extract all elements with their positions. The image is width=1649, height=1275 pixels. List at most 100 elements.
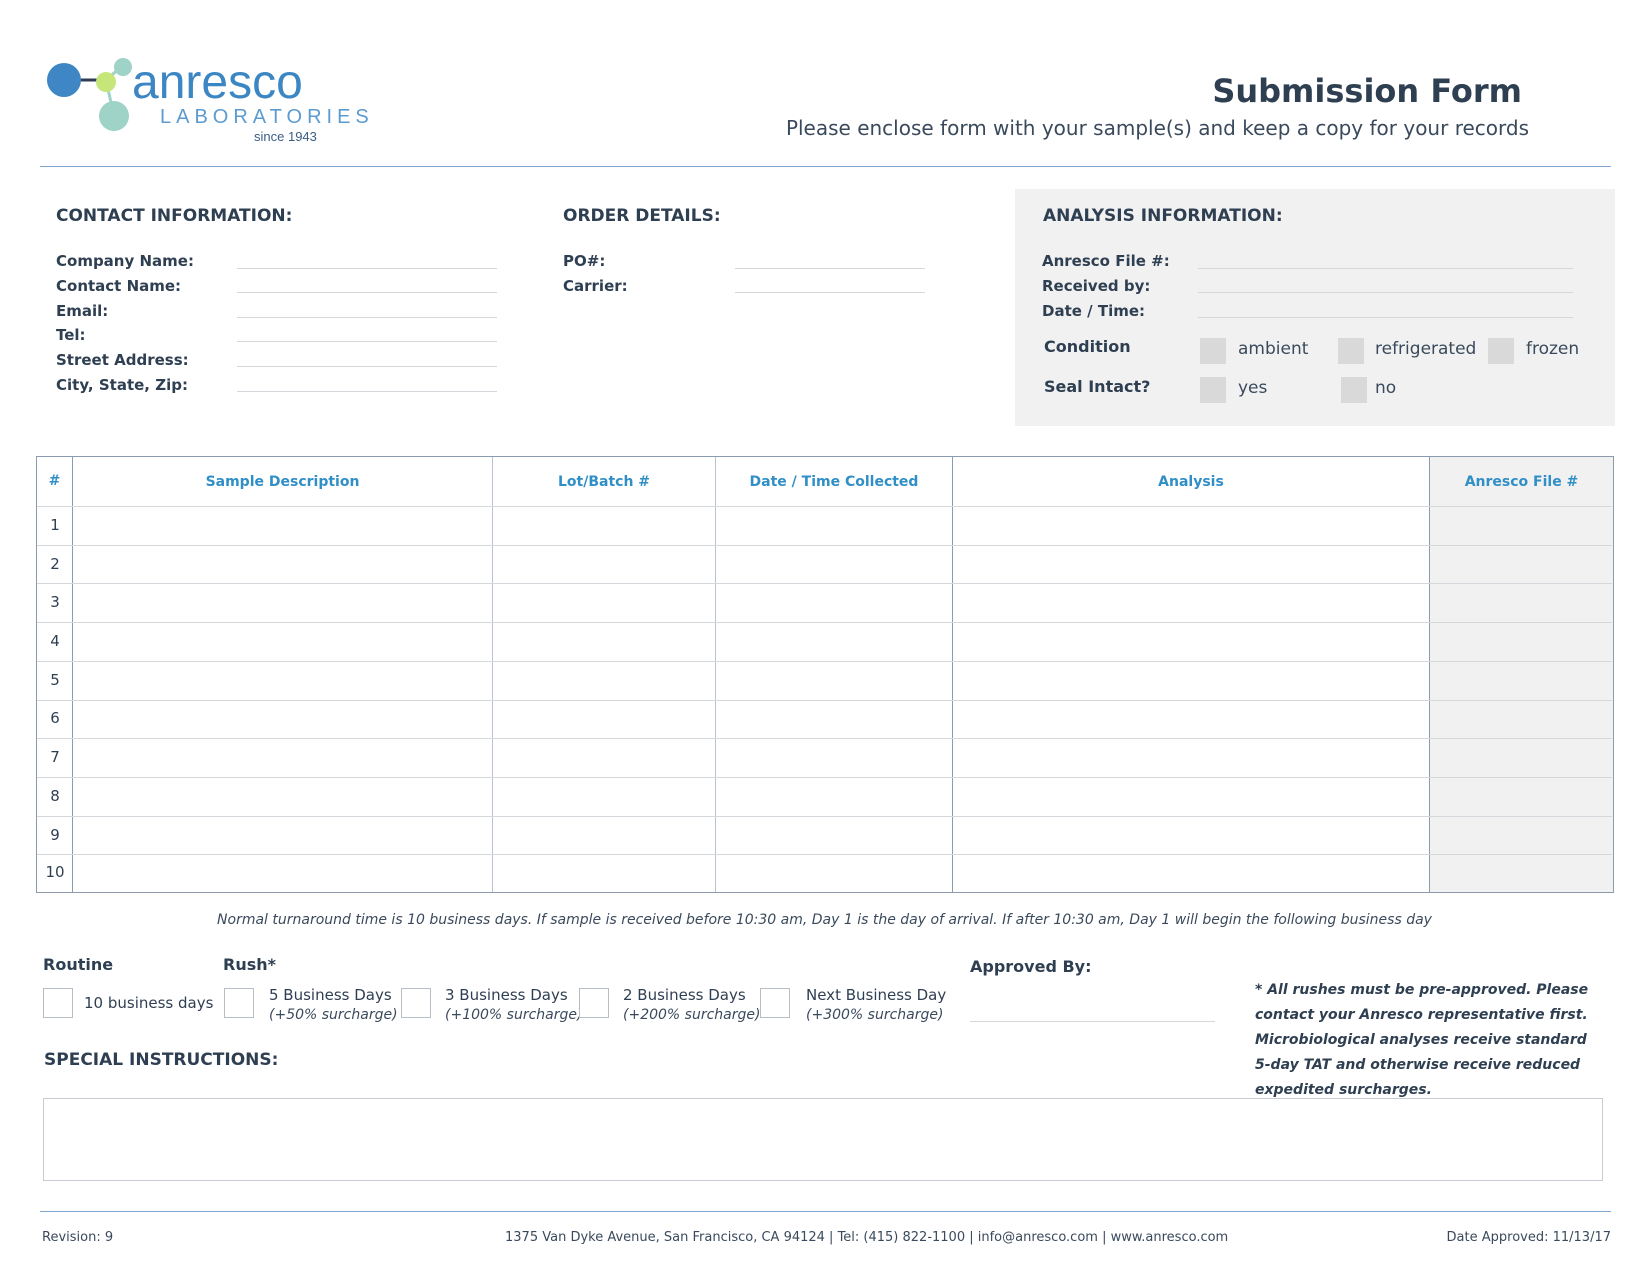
special-instructions-heading: SPECIAL INSTRUCTIONS:	[44, 1050, 279, 1070]
company-name-label: Company Name:	[56, 252, 194, 270]
rush-approval-note: * All rushes must be pre-approved. Pleas…	[1255, 982, 1589, 1098]
row-number: 4	[50, 632, 60, 650]
rush-5-day-label: 5 Business Days	[269, 986, 392, 1004]
carrier-field[interactable]	[735, 292, 925, 293]
revision-text: Revision: 9	[42, 1230, 114, 1245]
rush-next-day-checkbox[interactable]	[760, 988, 790, 1018]
rush-next-day-label: Next Business Day	[806, 986, 947, 1004]
routine-option-label: 10 business days	[84, 994, 214, 1012]
row-number: 1	[50, 516, 60, 534]
col-divider	[715, 457, 716, 892]
page-title: Submission Form	[1212, 72, 1522, 110]
rush-3-day-checkbox[interactable]	[401, 988, 431, 1018]
received-by-field[interactable]	[1198, 292, 1573, 293]
contact-name-field[interactable]	[237, 292, 497, 293]
seal-no-label: no	[1375, 378, 1397, 398]
rush-next-day-surcharge: (+300% surcharge)	[806, 1007, 944, 1023]
row-divider	[37, 583, 1612, 584]
refrigerated-checkbox[interactable]	[1338, 338, 1364, 364]
seal-intact-label: Seal Intact?	[1044, 377, 1151, 396]
col-divider	[492, 457, 493, 892]
rush-5-day-checkbox[interactable]	[224, 988, 254, 1018]
rush-5-day-surcharge: (+50% surcharge)	[269, 1007, 398, 1023]
frozen-label: frozen	[1526, 339, 1580, 359]
company-logo: anresco LABORATORIES since 1943	[46, 50, 369, 150]
anresco-file-column	[1430, 457, 1613, 892]
sample-table	[36, 456, 1614, 893]
col-header-anresco-file: Anresco File #	[1464, 474, 1579, 490]
row-number: 7	[50, 748, 60, 766]
row-number: 9	[50, 826, 60, 844]
header-divider	[40, 166, 1611, 167]
rush-3-day-option: 3 Business Days (+100% surcharge)	[445, 986, 582, 1025]
molecule-logo-icon	[47, 58, 132, 131]
page-subtitle: Please enclose form with your sample(s) …	[785, 116, 1529, 140]
street-address-field[interactable]	[237, 366, 497, 367]
email-field[interactable]	[237, 317, 497, 318]
row-divider	[37, 738, 1612, 739]
special-instructions-input[interactable]	[43, 1098, 1603, 1181]
seal-yes-label: yes	[1238, 378, 1268, 398]
received-by-label: Received by:	[1042, 277, 1151, 295]
email-label: Email:	[56, 302, 109, 320]
row-number: 5	[50, 671, 60, 689]
col-header-date-time-collected: Date / Time Collected	[749, 474, 919, 490]
footer-contact-info: 1375 Van Dyke Avenue, San Francisco, CA …	[505, 1230, 1229, 1245]
po-field[interactable]	[735, 268, 925, 269]
rush-5-day-option: 5 Business Days (+50% surcharge)	[269, 986, 398, 1025]
contact-heading: CONTACT INFORMATION:	[56, 206, 293, 226]
row-divider	[37, 545, 1612, 546]
routine-heading: Routine	[43, 955, 114, 974]
city-state-zip-field[interactable]	[237, 391, 497, 392]
turnaround-note: Normal turnaround time is 10 business da…	[217, 912, 1432, 928]
approved-by-label: Approved By:	[970, 957, 1092, 976]
order-heading: ORDER DETAILS:	[563, 206, 721, 226]
row-divider	[37, 661, 1612, 662]
col-divider	[72, 457, 73, 892]
logo-wordmark: anresco	[132, 56, 303, 109]
tel-field[interactable]	[237, 341, 497, 342]
rush-3-day-label: 3 Business Days	[445, 986, 568, 1004]
row-number: 10	[45, 863, 65, 881]
rush-2-day-surcharge: (+200% surcharge)	[623, 1007, 761, 1023]
col-header-number: #	[48, 473, 61, 489]
row-number: 8	[50, 787, 60, 805]
date-time-field[interactable]	[1198, 317, 1573, 318]
row-divider	[37, 816, 1612, 817]
ambient-checkbox[interactable]	[1200, 338, 1226, 364]
rush-2-day-label: 2 Business Days	[623, 986, 746, 1004]
row-divider	[37, 777, 1612, 778]
anresco-file-field[interactable]	[1198, 268, 1573, 269]
approved-by-field[interactable]	[970, 1021, 1215, 1022]
logo-subtitle: LABORATORIES	[160, 106, 374, 128]
anresco-file-label: Anresco File #:	[1042, 252, 1170, 270]
rush-heading: Rush*	[223, 955, 276, 974]
rush-next-day-option: Next Business Day (+300% surcharge)	[806, 986, 946, 1025]
row-divider	[37, 700, 1612, 701]
condition-label: Condition	[1044, 337, 1131, 356]
tel-label: Tel:	[56, 326, 86, 344]
seal-no-checkbox[interactable]	[1341, 377, 1367, 403]
row-number: 2	[50, 555, 60, 573]
row-number: 6	[50, 709, 60, 727]
col-header-analysis: Analysis	[1158, 474, 1224, 490]
date-time-label: Date / Time:	[1042, 302, 1146, 320]
ambient-label: ambient	[1238, 339, 1309, 359]
carrier-label: Carrier:	[563, 277, 628, 295]
logo-since: since 1943	[254, 129, 317, 144]
contact-name-label: Contact Name:	[56, 277, 182, 295]
rush-2-day-checkbox[interactable]	[579, 988, 609, 1018]
routine-checkbox[interactable]	[43, 988, 73, 1018]
row-divider	[37, 854, 1612, 855]
analysis-heading: ANALYSIS INFORMATION:	[1043, 206, 1283, 226]
company-name-field[interactable]	[237, 268, 497, 269]
seal-yes-checkbox[interactable]	[1200, 377, 1226, 403]
city-state-zip-label: City, State, Zip:	[56, 376, 188, 394]
footer-divider	[40, 1211, 1611, 1212]
refrigerated-label: refrigerated	[1375, 339, 1477, 359]
row-divider	[37, 622, 1612, 623]
row-number: 3	[50, 593, 60, 611]
col-header-lot-batch: Lot/Batch #	[557, 474, 651, 490]
date-approved-text: Date Approved: 11/13/17	[1446, 1230, 1611, 1245]
frozen-checkbox[interactable]	[1488, 338, 1514, 364]
